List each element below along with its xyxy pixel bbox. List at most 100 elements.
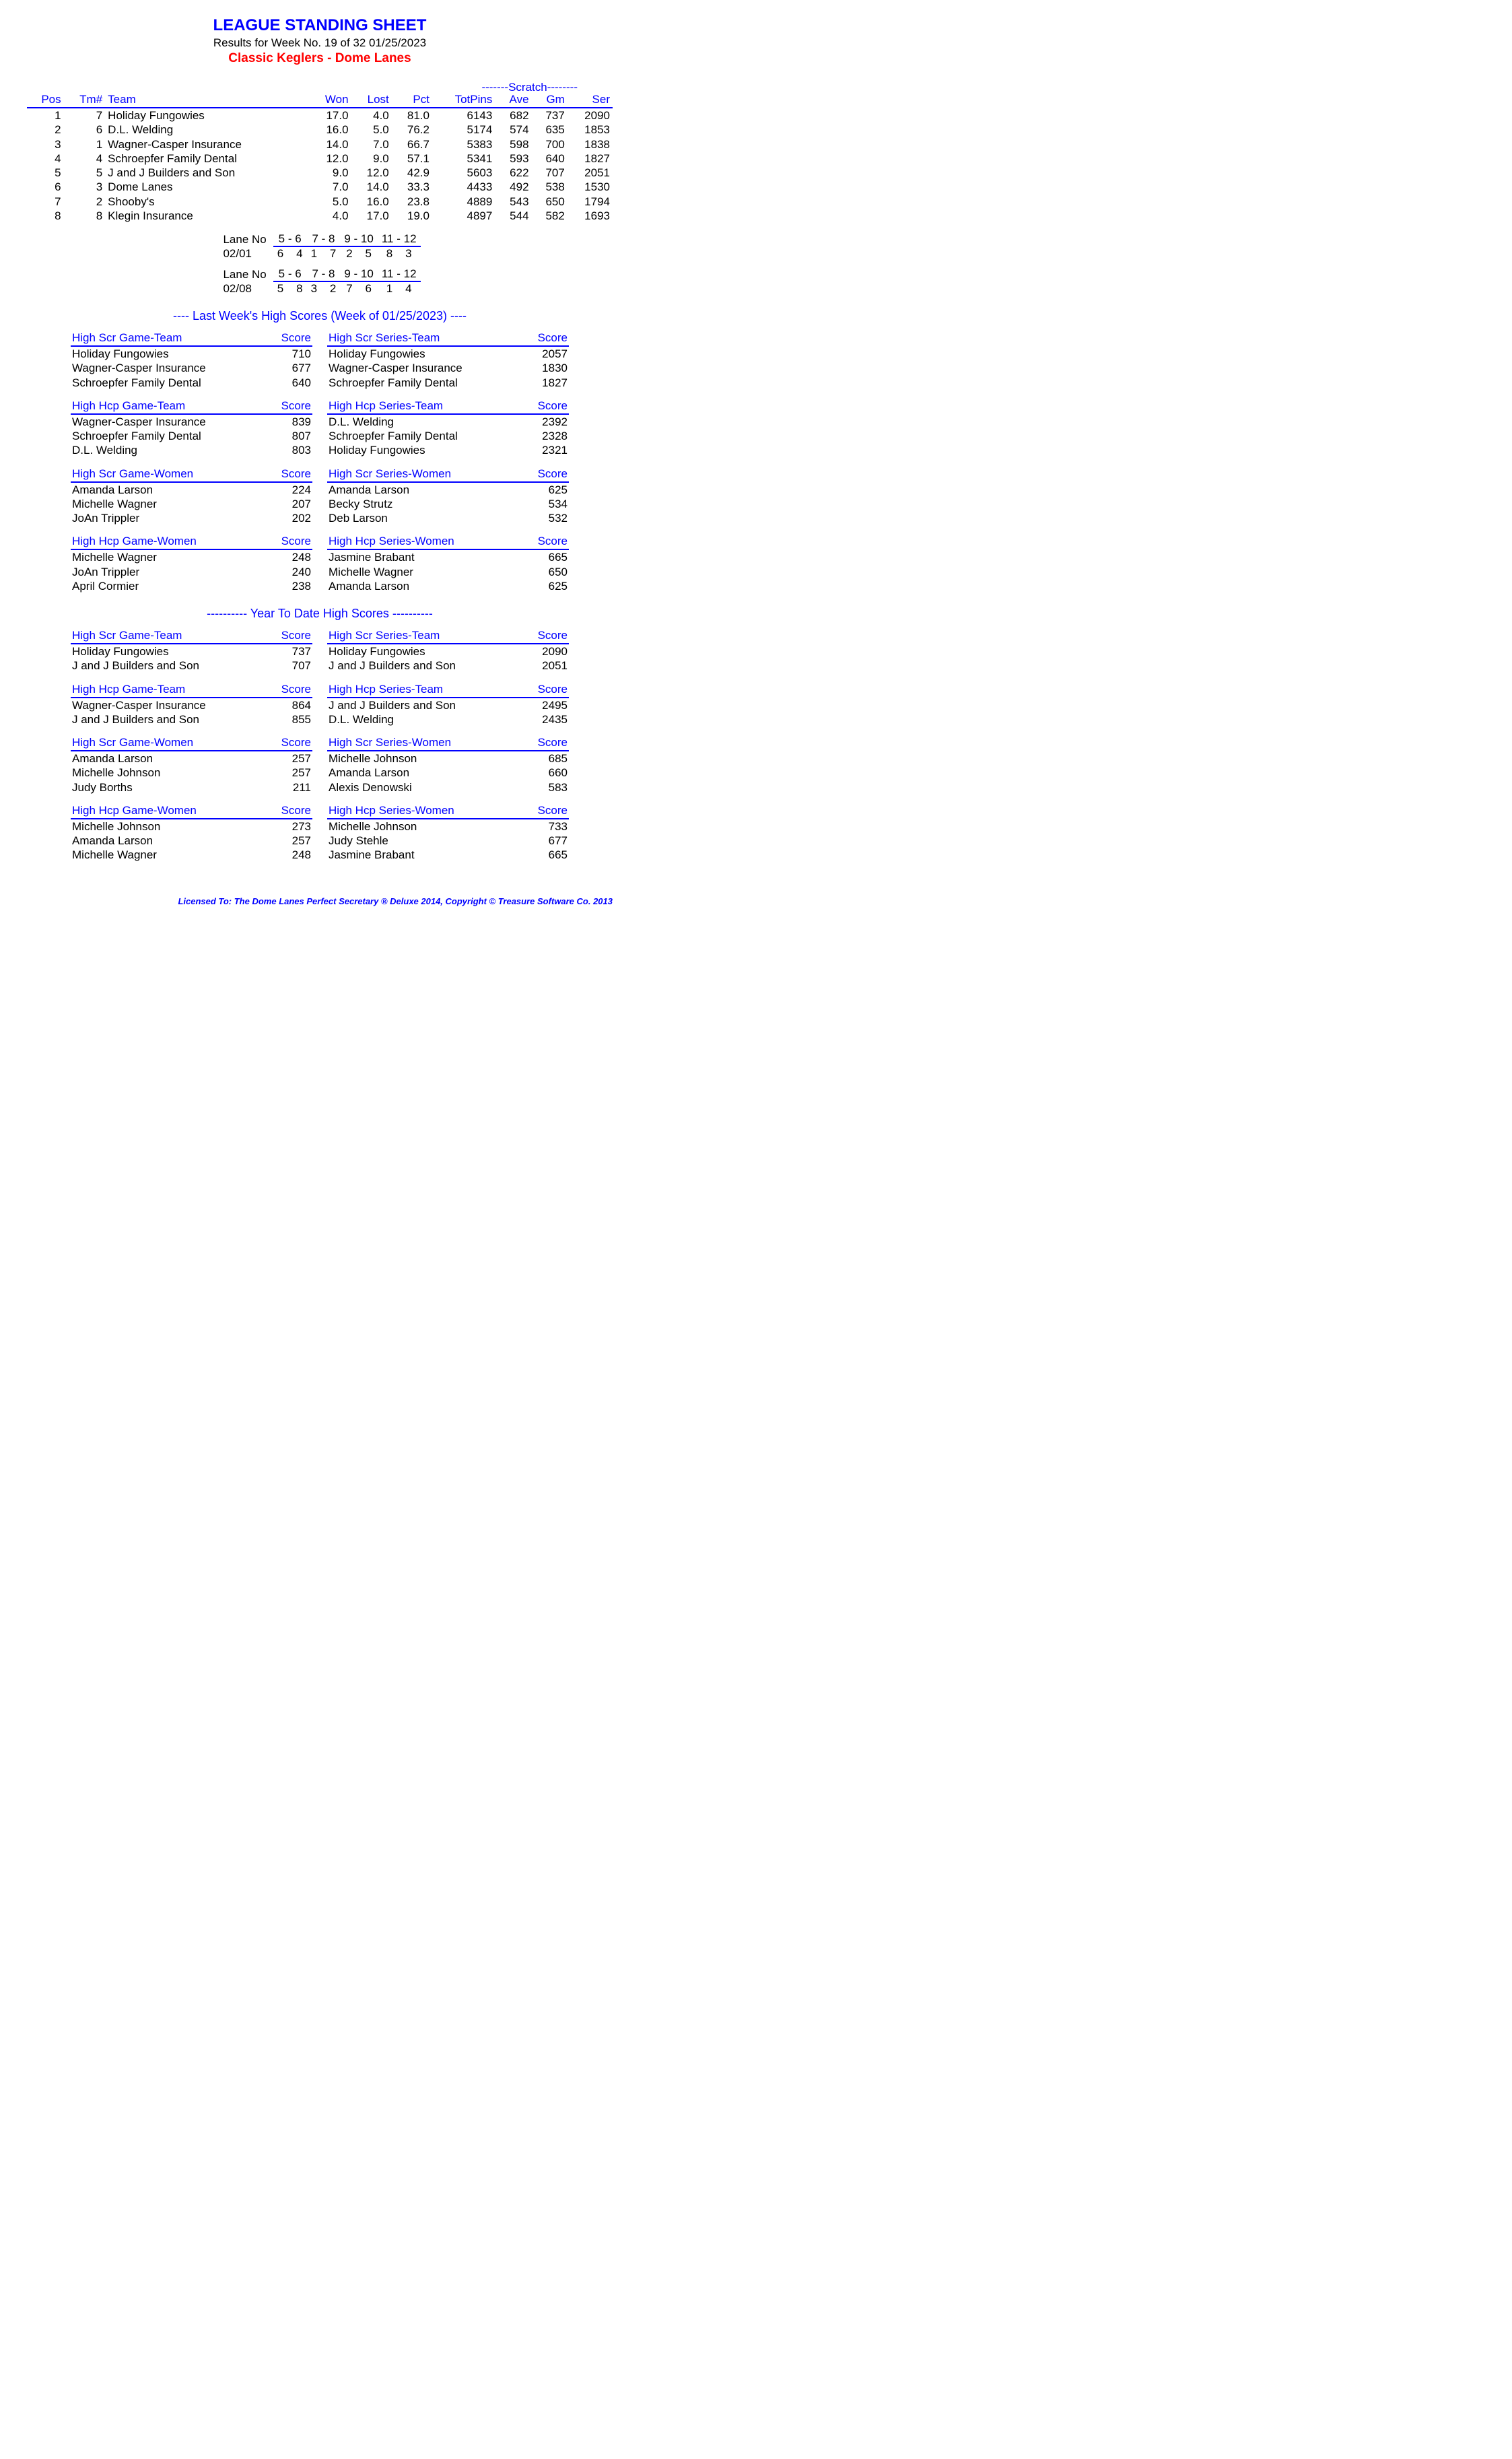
score-name: Michelle Wagner bbox=[71, 549, 263, 564]
score-name: Amanda Larson bbox=[71, 482, 262, 497]
standings-cell: 4.0 bbox=[309, 209, 351, 223]
score-row: Alexis Denowski583 bbox=[327, 780, 569, 795]
score-value: 839 bbox=[266, 414, 312, 429]
score-row: Michelle Johnson685 bbox=[327, 751, 569, 766]
standings-cell: 2051 bbox=[568, 166, 613, 180]
standings-cell: 492 bbox=[495, 180, 531, 194]
score-row: Holiday Fungowies2057 bbox=[327, 346, 569, 361]
lane-header-label: Lane No bbox=[219, 232, 273, 246]
score-row: Amanda Larson224 bbox=[71, 482, 312, 497]
score-row: Michelle Wagner650 bbox=[327, 565, 569, 579]
lane-date: 02/01 bbox=[219, 246, 273, 261]
standings-cell: 1853 bbox=[568, 123, 613, 137]
standings-cell: 5 bbox=[27, 166, 64, 180]
lane-pair: 7 - 8 bbox=[307, 232, 341, 246]
score-name: J and J Builders and Son bbox=[327, 698, 520, 712]
score-value: 2090 bbox=[520, 644, 569, 659]
score-block: High Scr Series-TeamScoreHoliday Fungowi… bbox=[327, 629, 569, 673]
standings-cell: 4897 bbox=[432, 209, 495, 223]
score-row: Judy Stehle677 bbox=[327, 834, 569, 848]
score-block: High Scr Series-WomenScoreAmanda Larson6… bbox=[327, 467, 569, 526]
score-block-header: High Hcp Series-Team bbox=[327, 683, 520, 698]
standings-cell: 9.0 bbox=[351, 151, 392, 166]
standings-cell: 1794 bbox=[568, 195, 613, 209]
score-value: 2057 bbox=[522, 346, 569, 361]
score-block: High Scr Game-TeamScoreHoliday Fungowies… bbox=[71, 331, 312, 390]
score-value: 1827 bbox=[522, 376, 569, 390]
standings-cell: D.L. Welding bbox=[105, 123, 309, 137]
standings-cell: 2 bbox=[27, 123, 64, 137]
score-value: 1830 bbox=[522, 361, 569, 375]
standings-cell: 4889 bbox=[432, 195, 495, 209]
score-block-score-header: Score bbox=[519, 467, 569, 482]
score-block-header: High Scr Game-Team bbox=[71, 331, 266, 346]
standings-cell: 1 bbox=[64, 137, 106, 151]
score-row: J and J Builders and Son707 bbox=[71, 659, 312, 673]
score-value: 257 bbox=[262, 751, 312, 766]
score-row: Michelle Johnson733 bbox=[327, 819, 569, 834]
score-row: Amanda Larson257 bbox=[71, 751, 312, 766]
score-name: D.L. Welding bbox=[71, 443, 266, 457]
standings-cell: 4 bbox=[27, 151, 64, 166]
standings-cell: Shooby's bbox=[105, 195, 309, 209]
score-value: 640 bbox=[266, 376, 312, 390]
score-value: 707 bbox=[264, 659, 312, 673]
standings-header: Gm bbox=[532, 93, 568, 108]
score-block-score-header: Score bbox=[520, 683, 569, 698]
score-block-header: High Hcp Game-Team bbox=[71, 399, 266, 414]
standings-cell: 1693 bbox=[568, 209, 613, 223]
page-title: LEAGUE STANDING SHEET bbox=[27, 16, 613, 35]
standings-cell: 574 bbox=[495, 123, 531, 137]
score-name: Holiday Fungowies bbox=[327, 346, 522, 361]
standings-cell: 3 bbox=[64, 180, 106, 194]
standings-row: 17Holiday Fungowies17.04.081.06143682737… bbox=[27, 108, 613, 123]
score-block-header: High Hcp Game-Women bbox=[71, 804, 263, 819]
score-row: Amanda Larson660 bbox=[327, 766, 569, 780]
standings-cell: 582 bbox=[532, 209, 568, 223]
standings-cell: 707 bbox=[532, 166, 568, 180]
standings-header: Ser bbox=[568, 93, 613, 108]
score-block: High Hcp Game-WomenScoreMichelle Johnson… bbox=[71, 804, 312, 863]
score-row: Holiday Fungowies2321 bbox=[327, 443, 569, 457]
standings-cell: 33.3 bbox=[392, 180, 432, 194]
score-block-header: High Hcp Series-Team bbox=[327, 399, 521, 414]
standings-cell: 57.1 bbox=[392, 151, 432, 166]
last-week-grid: High Scr Game-Team Score Holiday Fungowies… bbox=[71, 331, 569, 593]
lane-assignment: 1 7 bbox=[307, 246, 341, 261]
score-name: JoAn Trippler bbox=[71, 565, 263, 579]
score-value: 238 bbox=[263, 579, 312, 593]
standings-cell: 5174 bbox=[432, 123, 495, 137]
score-value: 257 bbox=[262, 766, 312, 780]
scratch-label: -------Scratch-------- bbox=[27, 81, 613, 94]
score-block: High Hcp Game-TeamScoreWagner-Casper Ins… bbox=[71, 399, 312, 458]
score-row: Holiday Fungowies2090 bbox=[327, 644, 569, 659]
score-block-header: High Hcp Game-Team bbox=[71, 683, 266, 698]
standings-cell: 4433 bbox=[432, 180, 495, 194]
score-block-header: High Hcp Game-Women bbox=[71, 535, 263, 549]
score-value: 2051 bbox=[520, 659, 569, 673]
score-name: Wagner-Casper Insurance bbox=[71, 414, 266, 429]
standings-header: Pos bbox=[27, 93, 64, 108]
score-value: 803 bbox=[266, 443, 312, 457]
lane-table: Lane No5 - 67 - 89 - 1011 - 1202/016 41 … bbox=[219, 232, 420, 261]
score-name: Wagner-Casper Insurance bbox=[327, 361, 522, 375]
score-block-score-header: Score bbox=[263, 804, 312, 819]
standings-table: PosTm#TeamWonLostPctTotPinsAveGmSer 17Ho… bbox=[27, 93, 613, 223]
score-row: Michelle Johnson273 bbox=[71, 819, 312, 834]
score-row: Amanda Larson625 bbox=[327, 482, 569, 497]
score-value: 257 bbox=[263, 834, 312, 848]
standings-cell: 4.0 bbox=[351, 108, 392, 123]
score-row: Amanda Larson625 bbox=[327, 579, 569, 593]
standings-cell: 6 bbox=[64, 123, 106, 137]
score-value: 534 bbox=[519, 497, 569, 511]
score-name: Alexis Denowski bbox=[327, 780, 519, 795]
score-row: Wagner-Casper Insurance839 bbox=[71, 414, 312, 429]
score-row: Wagner-Casper Insurance864 bbox=[71, 698, 312, 712]
score-name: Wagner-Casper Insurance bbox=[71, 361, 266, 375]
standings-cell: 635 bbox=[532, 123, 568, 137]
standings-cell: Klegin Insurance bbox=[105, 209, 309, 223]
score-block-header: High Scr Series-Women bbox=[327, 467, 519, 482]
standings-cell: 17.0 bbox=[309, 108, 351, 123]
standings-cell: 14.0 bbox=[309, 137, 351, 151]
ytd-grid: High Scr Game-TeamScoreHoliday Fungowies… bbox=[71, 629, 569, 863]
